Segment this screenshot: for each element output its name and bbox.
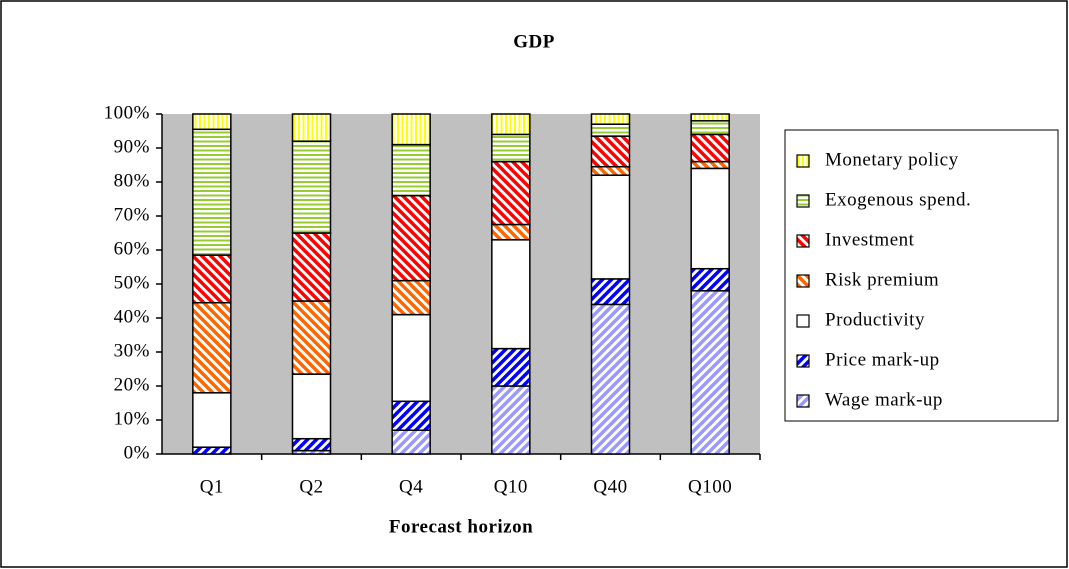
y-tick-label: 60% — [114, 238, 150, 259]
y-tick-label: 80% — [114, 170, 150, 191]
bar-segment — [690, 267, 730, 292]
bar-segment — [590, 174, 631, 280]
bar-segment — [391, 194, 431, 282]
bar-segment — [690, 133, 730, 163]
legend-label: Wage mark-up — [825, 389, 943, 410]
bar-segment — [690, 290, 730, 455]
bar-segment — [590, 135, 631, 168]
legend — [784, 129, 1059, 422]
bar-segment — [291, 140, 332, 234]
legend-swatch — [796, 274, 810, 288]
y-tick-label: 10% — [114, 408, 150, 429]
bar-segment — [291, 113, 332, 142]
bar-segment — [291, 373, 332, 440]
plot-area — [162, 114, 760, 454]
bar-segment — [491, 347, 531, 387]
legend-label: Investment — [825, 229, 915, 250]
y-tick-label: 50% — [114, 272, 150, 293]
legend-swatch — [796, 154, 810, 168]
chart-title: GDP — [513, 31, 555, 52]
bar-segment — [590, 123, 631, 137]
bar-segment — [291, 437, 332, 452]
bar-segment — [291, 300, 332, 375]
bar-segment — [491, 239, 531, 350]
x-tick-label: Q10 — [494, 476, 528, 497]
bar-segment — [391, 279, 431, 316]
bar-segment — [690, 120, 730, 136]
legend-swatch — [796, 194, 810, 208]
bar-segment — [391, 113, 431, 146]
y-tick-label: 0% — [124, 442, 150, 463]
bar-segment — [391, 429, 431, 455]
bar-segment — [491, 160, 531, 226]
x-axis-title: Forecast horizon — [389, 516, 533, 537]
bar-segment — [690, 160, 730, 170]
x-tick-label: Q2 — [299, 476, 323, 497]
bar-segment — [491, 113, 531, 136]
bar-segment — [590, 278, 631, 306]
bar-segment — [192, 128, 232, 256]
y-tick-label: 90% — [114, 136, 150, 157]
bar-segment — [690, 167, 730, 270]
x-tick-label: Q40 — [593, 476, 627, 497]
y-tick-label: 20% — [114, 374, 150, 395]
legend-swatch — [796, 234, 810, 248]
legend-label: Exogenous spend. — [825, 189, 971, 210]
bar-segment — [192, 392, 232, 448]
legend-swatch — [796, 354, 810, 368]
bar-segment — [391, 143, 431, 197]
bar-segment — [590, 165, 631, 176]
bar-segment — [391, 313, 431, 403]
y-tick-label: 100% — [104, 102, 150, 123]
bar-segment — [491, 133, 531, 163]
legend-label: Price mark-up — [825, 349, 940, 370]
bar-segment — [291, 232, 332, 302]
y-tick-label: 30% — [114, 340, 150, 361]
bar-segment — [192, 254, 232, 304]
y-tick-label: 70% — [114, 204, 150, 225]
bar-segment — [590, 303, 631, 455]
bar-segment — [391, 400, 431, 431]
legend-label: Monetary policy — [825, 149, 959, 170]
bar-segment — [690, 113, 730, 122]
x-tick-label: Q100 — [688, 476, 732, 497]
x-tick-label: Q1 — [200, 476, 224, 497]
bar-segment — [590, 113, 631, 125]
legend-swatch — [796, 394, 810, 408]
bar-segment — [491, 223, 531, 241]
bar-segment — [192, 113, 232, 131]
legend-swatch — [796, 314, 810, 328]
x-tick-label: Q4 — [399, 476, 423, 497]
bar-segment — [491, 385, 531, 455]
y-tick-label: 40% — [114, 306, 150, 327]
legend-label: Productivity — [825, 309, 925, 330]
bar-segment — [192, 446, 232, 455]
legend-label: Risk premium — [825, 269, 939, 290]
bar-segment — [192, 301, 232, 394]
